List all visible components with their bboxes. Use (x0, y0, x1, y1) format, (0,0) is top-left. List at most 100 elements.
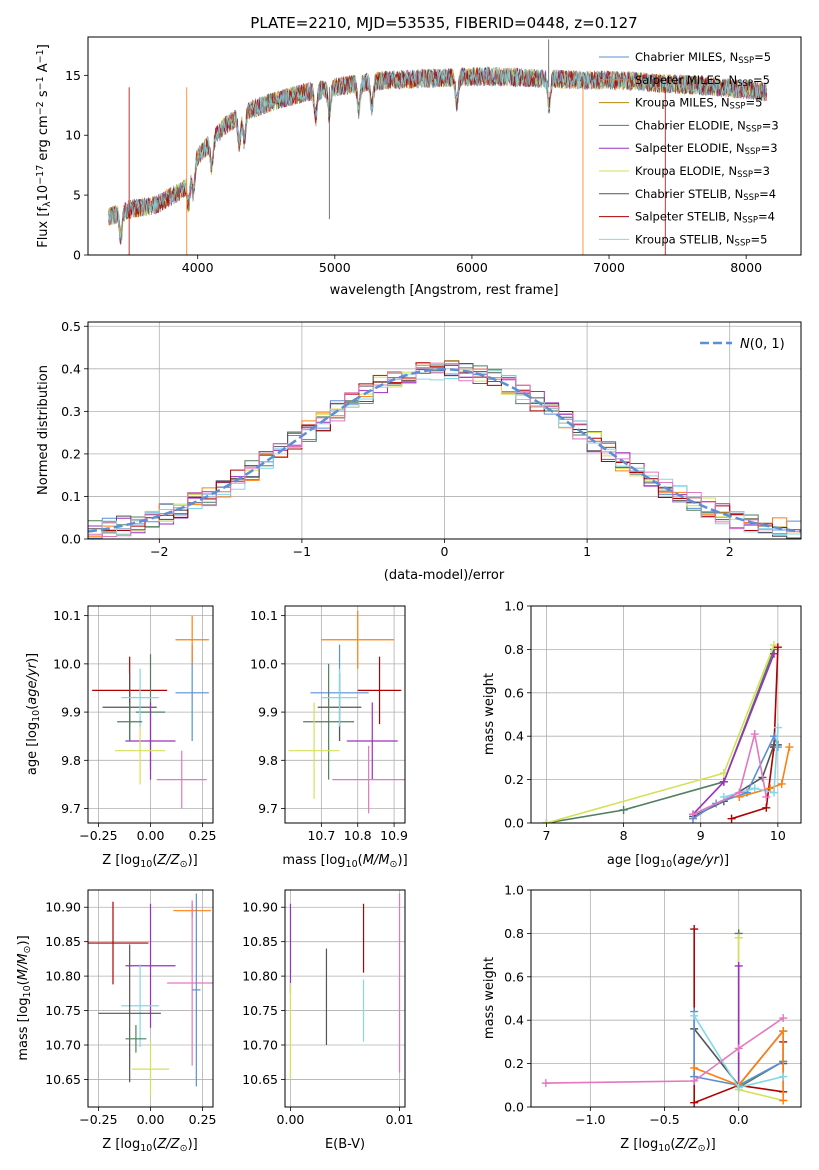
x-tick-label: 0.01 (386, 1112, 414, 1127)
panel-spectrum: 4000 5000 6000 7000 8000 0 5 10 15 wavelength [An… (35, 36, 802, 298)
y-tick-label: 0.4 (61, 361, 81, 376)
data-point-marker (734, 1044, 743, 1053)
legend-text: =5 (745, 96, 762, 110)
label-part: Flux [f (36, 207, 51, 248)
y-tick-label: 0.5 (61, 319, 81, 334)
y-tick-label: 0.6 (504, 969, 524, 984)
data-point-marker (779, 1027, 788, 1036)
legend-label: Salpeter STELIB, NSSP=4 (635, 210, 775, 226)
legend-subscript: SSP (730, 102, 746, 112)
panel-age-vs-z: −0.25 0.00 0.259.79.89.910.010.1Z [log10(Z… (25, 605, 217, 870)
y-tick-label: 15 (65, 68, 81, 83)
label-part: ( (670, 1137, 675, 1152)
y-tick-label: 0.6 (504, 685, 524, 700)
series-line (739, 746, 791, 798)
legend-label: Chabrier ELODIE, NSSP=3 (635, 118, 779, 134)
x-tick-label: 7000 (593, 260, 625, 275)
y-tick-label: 10.65 (242, 1072, 278, 1087)
legend-text: Chabrier MILES, N (635, 50, 738, 64)
label-part: 10 (140, 859, 152, 870)
data-point-marker (785, 743, 794, 752)
legend-label: Chabrier MILES, NSSP=5 (635, 50, 771, 66)
y-tick-label: 10.0 (53, 656, 81, 671)
x-tick-label: −1 (293, 544, 311, 559)
x-tick-label: 4000 (182, 260, 214, 275)
label-part: −1 (35, 49, 46, 63)
legend-text: =3 (753, 164, 770, 178)
label-part: )] (719, 853, 729, 868)
label-part: age [log (607, 853, 660, 868)
label-part: 10 (31, 710, 42, 722)
y-tick-label: 10 (65, 128, 81, 143)
label-part: age/yr (677, 853, 720, 868)
legend-subscript: SSP (746, 125, 762, 135)
legend-text: Salpeter MILES, N (635, 73, 737, 87)
x-tick-label: 1 (583, 544, 591, 559)
y-axis-label: mass [log10(M/M⊙)] (16, 935, 33, 1060)
label-part: ( (16, 980, 31, 985)
x-tick-label: 8 (620, 828, 628, 843)
label-part: Z [log (620, 1137, 658, 1152)
data-point-marker (690, 925, 699, 934)
x-axis-label: E(B-V) (325, 1137, 365, 1152)
x-tick-label: 0.25 (189, 1112, 217, 1127)
data-point-marker (762, 803, 771, 812)
plot-area (88, 360, 801, 539)
x-tick-label: 0.00 (137, 828, 165, 843)
legend-subscript: SSP (737, 170, 753, 180)
data-point-marker (735, 788, 744, 797)
label-part: ( (672, 853, 677, 868)
axes-box (284, 605, 406, 824)
y-tick-label: 10.1 (250, 608, 278, 623)
plot-area (92, 615, 209, 809)
plot-area (541, 925, 788, 1107)
data-point-marker (773, 643, 782, 652)
label-part: wavelength [Angstrom, rest frame] (330, 283, 559, 298)
y-axis-label: mass weight (482, 957, 497, 1039)
x-tick-label: 10.8 (344, 828, 372, 843)
y-axis-label: age [log10(age/yr)] (25, 653, 42, 775)
axes-box (284, 889, 406, 1108)
data-point-marker (690, 1011, 699, 1020)
y-tick-label: 10.1 (53, 608, 81, 623)
data-point-marker (719, 777, 728, 786)
histogram (88, 362, 801, 537)
y-tick-label: 10.85 (45, 934, 81, 949)
x-tick-label: 0 (441, 544, 449, 559)
y-tick-label: 0.3 (61, 404, 81, 419)
data-point-marker (779, 1072, 788, 1081)
x-tick-label: 10 (770, 828, 786, 843)
y-tick-label: 9.8 (258, 753, 278, 768)
label-part: ⊙ (180, 1143, 188, 1154)
label-part: Z [log (102, 853, 140, 868)
x-tick-label: 2 (726, 544, 734, 559)
x-tick-label: 9 (697, 828, 705, 843)
label-part: age [log (25, 722, 40, 775)
x-axis-label: mass [log10(M/M⊙)] (282, 853, 407, 870)
legend-subscript: SSP (737, 79, 753, 89)
x-tick-label: −0.25 (79, 1112, 117, 1127)
plot-area (288, 610, 405, 814)
label-part: erg cm (36, 115, 51, 164)
label-part: s (36, 90, 51, 101)
data-point-marker (734, 961, 743, 970)
legend-text: =3 (762, 118, 779, 132)
legend-subscript: SSP (743, 193, 759, 203)
data-point-marker (773, 743, 782, 752)
y-tick-label: 10.75 (242, 1003, 278, 1018)
x-tick-label: 0.00 (137, 1112, 165, 1127)
panel-mass-vs-z: −0.25 0.00 0.25 10.65 10.70 10.75 10.80 10.85 10… (16, 889, 217, 1154)
data-point-marker (770, 788, 778, 797)
label-part: )] (188, 853, 198, 868)
y-tick-label: 0.1 (61, 489, 81, 504)
data-point-marker (779, 1096, 788, 1105)
series-line (693, 1011, 784, 1087)
label-part: mass [log (16, 997, 31, 1060)
legend-text: =5 (754, 50, 771, 64)
data-point-marker (727, 814, 736, 823)
data-point-marker (734, 1083, 743, 1092)
legend-subscript: SSP (738, 56, 754, 66)
data-point-marker (770, 649, 778, 658)
y-tick-label: 1.0 (504, 599, 524, 614)
